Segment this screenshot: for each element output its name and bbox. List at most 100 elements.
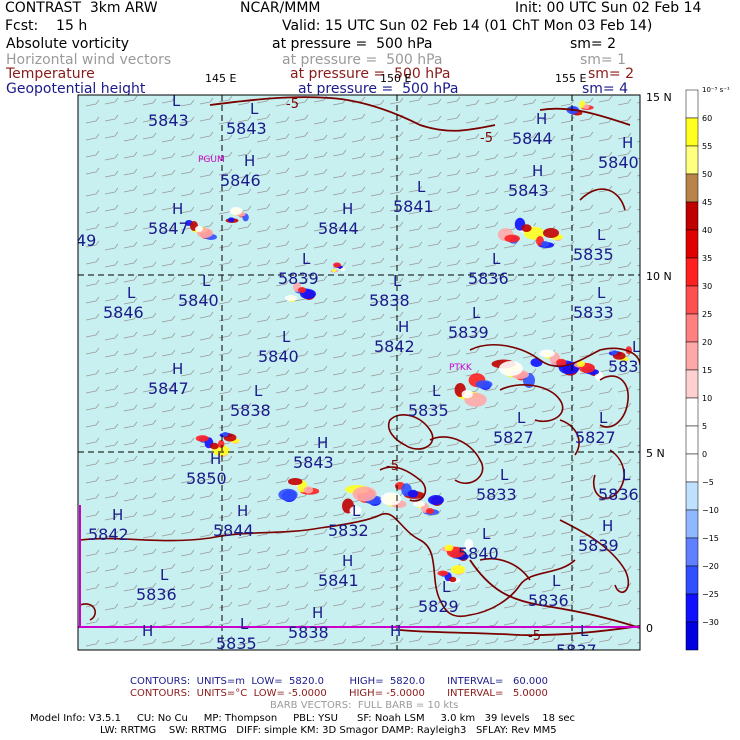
height-value-label: 5837 xyxy=(556,641,597,660)
wind-barb xyxy=(332,278,347,286)
legend-tick-label: 15 xyxy=(702,366,712,375)
wind-barb xyxy=(446,422,461,430)
wind-barb xyxy=(85,133,100,141)
wind-barb xyxy=(142,239,157,247)
wind-barb xyxy=(522,441,537,449)
wind-barb xyxy=(161,439,176,447)
wind-barb xyxy=(313,348,328,356)
wind-barb xyxy=(294,513,309,521)
wind-barb xyxy=(465,527,480,535)
wind-barb xyxy=(351,422,366,430)
wind-barb xyxy=(560,330,575,338)
wind-barb xyxy=(560,583,575,591)
wind-barb xyxy=(313,494,328,502)
wind-barb xyxy=(180,420,195,428)
wind-barb xyxy=(237,171,252,179)
wind-barb xyxy=(294,187,309,195)
height-value-label: 5842 xyxy=(88,525,129,544)
wind-barb xyxy=(275,257,290,265)
wind-barb xyxy=(522,458,537,466)
wind-barb xyxy=(389,221,404,229)
wind-barb xyxy=(218,545,233,553)
wind-barb xyxy=(351,349,366,357)
wind-barb xyxy=(218,365,233,373)
legend-tick-label: −5 xyxy=(702,478,714,487)
wind-barb xyxy=(522,188,537,196)
wind-barb xyxy=(522,492,537,500)
wind-barb xyxy=(351,259,366,267)
wind-barb xyxy=(104,277,119,285)
wind-barb xyxy=(142,222,157,230)
wind-barb xyxy=(237,278,252,286)
wind-barb xyxy=(332,368,347,376)
height-value-label: 5844 xyxy=(318,219,359,238)
wind-barb xyxy=(275,617,290,625)
wind-barb xyxy=(446,512,461,520)
wind-barb xyxy=(161,242,176,250)
wind-barb xyxy=(503,387,518,395)
wind-barb xyxy=(370,99,385,107)
wind-barb xyxy=(104,401,119,409)
wind-barb xyxy=(484,204,499,212)
wind-barb xyxy=(408,297,423,305)
height-value-label: 5836 xyxy=(598,485,639,504)
vorticity-blob xyxy=(437,570,449,576)
vorticity-blob xyxy=(407,489,419,498)
wind-barb xyxy=(408,224,423,232)
wind-barb xyxy=(427,351,442,359)
vorticity-blob xyxy=(611,350,618,355)
height-value-label: 5833 xyxy=(573,303,614,322)
wind-barb xyxy=(161,602,176,610)
wind-barb xyxy=(579,547,594,555)
wind-barb xyxy=(522,419,537,427)
wind-barb xyxy=(294,637,309,645)
wind-barb xyxy=(598,224,613,232)
wind-barb xyxy=(522,638,537,646)
wind-barb xyxy=(579,384,594,392)
wind-barb xyxy=(218,185,233,193)
wind-barb xyxy=(598,438,613,446)
wind-barb xyxy=(370,476,385,484)
wind-barb xyxy=(598,455,613,463)
wind-barb xyxy=(313,224,328,232)
wind-barb xyxy=(294,350,309,358)
wind-barb xyxy=(522,531,537,539)
wind-barb xyxy=(180,583,195,591)
wind-barb xyxy=(142,492,157,500)
wind-barb xyxy=(256,276,271,284)
wind-barb xyxy=(237,402,252,410)
wind-barb xyxy=(389,350,404,358)
wind-barb xyxy=(427,402,442,410)
wind-barb xyxy=(313,567,328,575)
wind-barb xyxy=(104,131,119,139)
wind-barb xyxy=(351,439,366,447)
height-value-label: 5839 xyxy=(278,269,319,288)
wind-barb xyxy=(503,117,518,125)
wind-barb xyxy=(351,242,366,250)
wind-barb xyxy=(598,258,613,266)
wind-barb xyxy=(389,204,404,212)
legend-units: 10⁻⁵ s⁻¹ xyxy=(702,86,730,94)
wind-barb xyxy=(313,134,328,142)
wind-barb xyxy=(104,333,119,341)
wind-barb xyxy=(617,441,632,449)
wind-barb xyxy=(541,113,556,121)
wind-barb xyxy=(161,349,176,357)
wind-barb xyxy=(370,116,385,124)
lat-label-15n: 15 N xyxy=(646,91,672,104)
wind-barb xyxy=(370,206,385,214)
wind-barb xyxy=(104,153,119,161)
wind-barb xyxy=(560,133,575,141)
wind-barb xyxy=(541,405,556,413)
wind-barb xyxy=(484,457,499,465)
wind-barb xyxy=(351,169,366,177)
vorticity-blob xyxy=(210,442,219,450)
wind-barb xyxy=(218,168,233,176)
wind-barb xyxy=(294,131,309,139)
wind-barb xyxy=(332,582,347,590)
wind-barb xyxy=(180,639,195,647)
wind-barb xyxy=(218,258,233,266)
wind-barb xyxy=(351,225,366,233)
wind-barb xyxy=(351,203,366,211)
